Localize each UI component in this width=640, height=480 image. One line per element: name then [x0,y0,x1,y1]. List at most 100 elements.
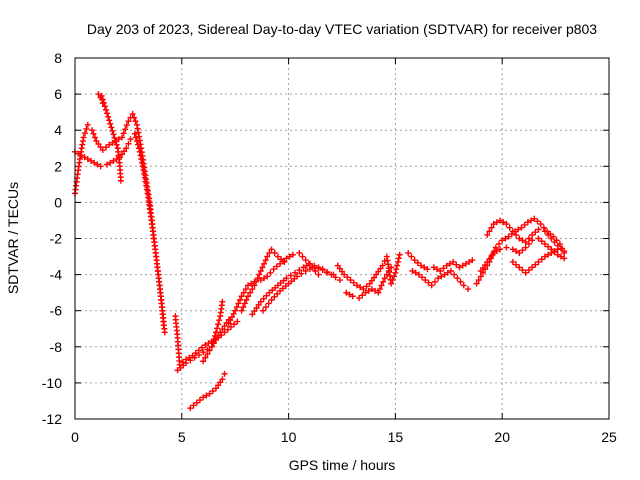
data-point [227,323,234,330]
data-point-fill [368,277,375,284]
data-point-fill [253,304,260,311]
data-point-fill [486,255,493,262]
data-point-fill [312,267,319,274]
data-point-fill [192,350,199,357]
y-tick-label: 0 [54,194,62,210]
data-point [405,249,412,256]
data-point [268,296,275,303]
data-point-fill [131,114,138,121]
data-point [531,215,538,222]
data-point [541,228,548,235]
data-point-fill [195,351,202,358]
data-point-fill [139,163,146,170]
data-point-fill [453,261,460,268]
data-point-fill [135,129,142,136]
data-point-fill [111,134,118,141]
data-point [183,360,190,367]
data-point [522,239,529,246]
data-point [460,282,467,289]
data-point-fill [557,245,564,252]
data-point-fill [440,265,447,272]
data-point [535,226,542,233]
data-point [554,246,561,253]
data-point [484,258,491,265]
data-point [373,271,380,278]
y-tick-label: -6 [50,303,63,319]
data-point-fill [251,308,258,315]
data-point-fill [538,238,545,245]
data-point [381,275,388,282]
data-point [428,282,435,289]
y-tick-label: 4 [54,122,62,138]
data-point-fill [459,262,466,269]
data-point [257,267,264,274]
data-point-fill [235,300,242,307]
data-point [106,141,113,148]
data-point [238,307,245,314]
data-point [469,257,476,264]
data-point [257,298,264,305]
data-point-fill [532,229,539,236]
data-point [529,264,536,271]
data-point [490,221,497,228]
data-point-fill [110,131,117,138]
data-point-fill [421,264,428,271]
data-point-fill [90,130,97,137]
data-point [522,244,529,251]
data-point [93,138,100,145]
data-point [499,237,506,244]
data-point-fill [256,271,263,278]
x-tick-label: 5 [178,429,186,445]
data-point-fill [107,120,114,127]
data-point-fill [324,268,331,275]
data-point [117,177,124,184]
data-point-fill [261,275,268,282]
data-point-fill [132,118,139,125]
data-point-fill [438,273,445,280]
data-point [136,145,143,152]
data-point [319,266,326,273]
y-tick-label: 6 [54,86,62,102]
data-point [200,394,207,401]
data-point [84,156,91,163]
data-point-fill [215,382,222,389]
data-point [535,235,542,242]
data-point [430,264,437,271]
data-point-fill [125,140,132,147]
data-point-fill [219,326,226,333]
data-point [283,255,290,262]
data-point-fill [380,278,387,285]
data-point-fill [243,296,250,303]
data-point-fill [385,267,392,274]
data-point [249,311,256,318]
data-point [311,264,318,271]
data-point-fill [265,300,272,307]
data-point-fill [120,130,127,137]
data-point-fill [215,321,222,328]
data-point [462,260,469,267]
data-point-fill [519,267,526,274]
data-point-fill [278,256,285,263]
data-point-fill [136,133,143,140]
data-point-fill [513,231,520,238]
data-point [503,244,510,251]
data-point-fill [298,270,305,277]
data-point [362,289,369,296]
data-point-fill [296,267,303,274]
data-point [219,376,226,383]
data-point-fill [88,157,95,164]
data-point-fill [344,274,351,281]
data-point-fill [513,248,520,255]
data-point-fill [94,161,101,168]
data-point-fill [187,357,194,364]
data-point-fill [394,258,401,265]
data-point-fill [475,277,482,284]
data-point [129,110,136,117]
data-point-fill [371,274,378,281]
data-point [259,307,266,314]
data-point-fill [75,150,82,157]
data-point-fill [372,287,379,294]
data-point [509,246,516,253]
data-point [447,267,454,274]
data-point [283,275,290,282]
